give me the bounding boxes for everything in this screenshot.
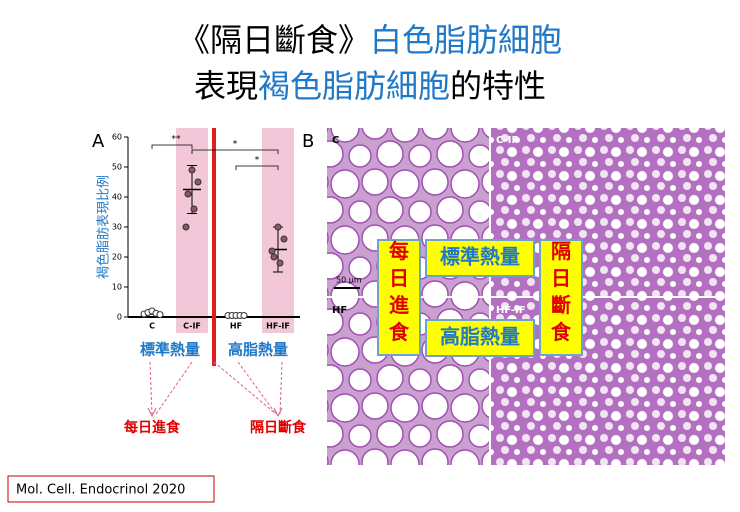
data-point (156, 311, 164, 319)
y-tick-label: 60 (112, 133, 122, 142)
data-point (268, 247, 276, 255)
overlay-box (425, 239, 535, 277)
title-part: 褐色脂肪細胞 (258, 67, 450, 105)
panel-letter: A (92, 131, 105, 152)
x-tick-label: HF-IF (266, 322, 290, 331)
data-point (188, 166, 196, 174)
feeding-label: 每日進食 (124, 419, 181, 436)
title-part: 的特性 (450, 67, 546, 105)
citation: Mol. Cell. Endocrinol 2020 (16, 483, 185, 498)
data-point (190, 205, 198, 213)
significance-bracket (151, 144, 193, 149)
overlay-box (377, 239, 421, 356)
highlight-band (176, 128, 208, 333)
image-label: C-IF (496, 135, 518, 146)
data-point (194, 178, 202, 186)
diet-label: 高脂熱量 (228, 341, 288, 359)
x-tick-label: C-IF (183, 322, 201, 331)
diet-label: 標準熱量 (140, 341, 200, 359)
dashed-arrow (149, 361, 153, 415)
dashed-arrow (237, 361, 277, 415)
overlay-label: 標準熱量 (440, 245, 520, 269)
arrow-head (147, 407, 157, 418)
x-tick-label: C (149, 322, 155, 331)
data-point (276, 259, 284, 267)
scale-label: 50 µm (336, 276, 362, 285)
y-tick-label: 40 (112, 193, 122, 202)
significance-bracket (191, 149, 279, 154)
title-line: 表現褐色脂肪細胞的特性 (194, 67, 546, 105)
citation-box (7, 475, 215, 503)
panel-letter: B (302, 131, 314, 152)
overlay-box (425, 319, 535, 357)
arrow-head (273, 407, 283, 418)
dashed-arrow (213, 361, 277, 415)
overlay-label: 高脂熱量 (440, 325, 520, 349)
significance-bracket (235, 165, 279, 170)
significance-label: * (233, 140, 238, 150)
title-line: 《隔日斷食》白色脂肪細胞 (178, 21, 562, 59)
data-point (270, 253, 278, 261)
x-tick-label: HF (230, 322, 242, 331)
image-label: HF-IF (496, 305, 526, 316)
data-point (274, 223, 282, 231)
image-label: C (332, 135, 339, 146)
significance-label: ** (172, 135, 182, 145)
title-part: 白色脂肪細胞 (370, 21, 562, 59)
image-label: HF (332, 305, 347, 316)
y-tick-label: 0 (117, 313, 122, 322)
data-point (240, 312, 248, 319)
histology: C C-IF HF HF-IF 50 µm (327, 128, 725, 465)
data-point (184, 190, 192, 198)
significance-label: * (255, 156, 260, 166)
feeding-label: 隔日斷食 (250, 419, 307, 436)
overlay-box (539, 239, 583, 356)
overlays: 每日進食 標準熱量 高脂熱量 隔日斷食 (377, 239, 583, 357)
dashed-arrow (155, 361, 193, 415)
data-point (280, 235, 288, 243)
overlay-label: 隔日斷食 (551, 239, 572, 344)
y-tick-label: 10 (112, 283, 122, 292)
y-tick-label: 50 (112, 163, 122, 172)
y-tick-label: 20 (112, 253, 122, 262)
title-part: 《隔日斷食》 (178, 21, 370, 59)
data-point (182, 223, 190, 231)
overlay-label: 每日進食 (389, 239, 410, 344)
title-part: 表現 (194, 67, 258, 105)
dashed-arrow (279, 361, 283, 415)
y-axis-label: 褐色脂肪表現比例 (96, 175, 112, 279)
y-tick-label: 30 (112, 223, 122, 232)
